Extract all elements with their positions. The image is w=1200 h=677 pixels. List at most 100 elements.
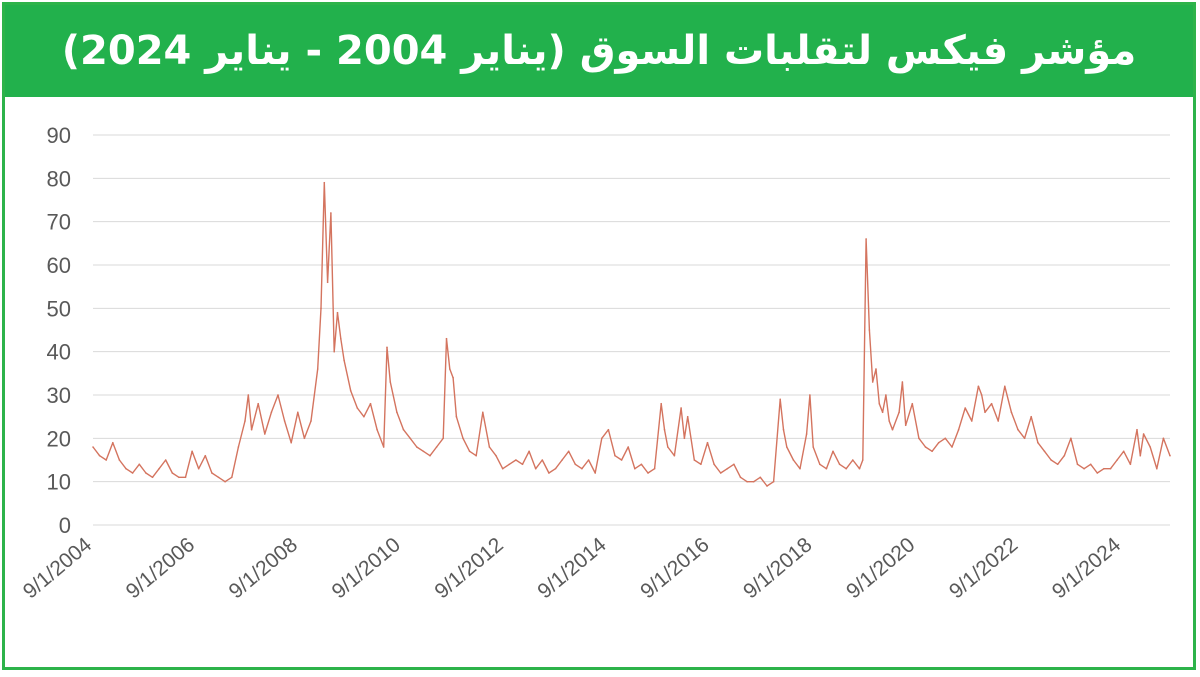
data-point	[898, 411, 900, 414]
data-point	[627, 446, 629, 448]
data-point	[944, 437, 947, 440]
data-point	[653, 467, 656, 470]
data-point	[977, 385, 980, 388]
y-tick-label: 60	[47, 253, 71, 278]
data-point	[482, 411, 484, 414]
data-point	[125, 467, 127, 470]
data-point	[488, 446, 491, 448]
data-point	[719, 472, 722, 474]
data-point	[231, 476, 233, 479]
data-point	[1139, 454, 1142, 457]
data-point	[904, 424, 907, 427]
data-point	[937, 441, 940, 444]
data-point	[1050, 459, 1052, 461]
x-tick-label: 9/1/2006	[122, 533, 199, 603]
data-point	[1162, 437, 1165, 440]
data-point	[310, 420, 312, 422]
data-point	[528, 450, 530, 453]
data-point	[554, 467, 557, 470]
x-tick-label: 9/1/2008	[225, 533, 302, 603]
data-point	[452, 376, 454, 379]
data-point	[878, 402, 881, 405]
data-point	[819, 463, 821, 466]
data-point	[217, 476, 220, 479]
data-point	[389, 381, 392, 383]
data-point	[184, 476, 187, 479]
data-point	[838, 463, 841, 466]
data-point	[548, 472, 550, 474]
data-point	[799, 467, 801, 470]
data-point	[1063, 454, 1066, 457]
x-tick-label: 9/1/2014	[533, 533, 611, 603]
data-point	[891, 428, 894, 431]
x-tick-label: 9/1/2022	[945, 533, 1022, 603]
data-point	[786, 446, 788, 448]
data-point	[1023, 437, 1026, 440]
data-point	[158, 467, 160, 470]
data-point	[832, 450, 834, 453]
data-point	[98, 454, 101, 457]
data-point	[449, 368, 451, 370]
data-point	[752, 480, 755, 483]
data-point	[713, 463, 715, 466]
data-point	[1122, 450, 1125, 453]
data-point	[508, 463, 511, 466]
data-point	[858, 467, 861, 470]
x-tick-label: 9/1/2010	[328, 533, 405, 603]
data-point	[686, 415, 689, 418]
data-point	[607, 428, 610, 431]
data-point	[343, 359, 345, 362]
data-point	[105, 459, 107, 461]
data-point	[1037, 441, 1039, 444]
data-point	[733, 463, 735, 466]
data-point	[726, 467, 729, 470]
data-point	[862, 459, 864, 461]
data-point	[901, 381, 904, 383]
data-point	[587, 459, 590, 461]
data-point	[1004, 385, 1006, 388]
data-point	[297, 411, 299, 414]
x-tick-label: 9/1/2024	[1048, 533, 1126, 603]
y-tick-label: 0	[59, 513, 71, 538]
data-point	[475, 454, 478, 457]
data-point	[1129, 463, 1132, 466]
data-point	[112, 441, 114, 444]
data-point	[416, 446, 418, 448]
data-point	[809, 394, 811, 396]
data-point	[237, 446, 240, 448]
data-point	[244, 420, 246, 422]
data-point	[957, 428, 960, 431]
data-point	[1010, 411, 1013, 414]
data-point	[118, 459, 121, 461]
data-point	[782, 428, 785, 431]
data-point	[1169, 454, 1171, 457]
data-point	[980, 394, 983, 396]
data-point	[1030, 415, 1032, 418]
y-tick-label: 70	[47, 210, 71, 235]
data-point	[647, 472, 649, 474]
data-point	[1043, 450, 1046, 453]
x-tick-label: 9/1/2012	[430, 533, 507, 603]
data-point	[1089, 463, 1092, 466]
data-point	[515, 459, 517, 461]
data-point	[340, 337, 342, 340]
data-point	[178, 476, 180, 479]
y-tick-label: 20	[47, 426, 71, 451]
x-tick-label: 9/1/2018	[739, 533, 816, 603]
y-tick-label: 80	[47, 166, 71, 191]
y-tick-label: 30	[47, 383, 71, 408]
data-point	[1136, 428, 1138, 431]
data-point	[683, 437, 686, 440]
data-point	[792, 459, 795, 461]
data-point	[138, 463, 141, 466]
data-point	[277, 394, 279, 396]
data-point	[779, 398, 781, 401]
data-point	[594, 472, 596, 474]
y-tick-label: 50	[47, 296, 71, 321]
data-point	[224, 480, 226, 483]
data-point	[759, 476, 762, 479]
data-point	[382, 446, 385, 448]
data-point	[247, 394, 250, 396]
data-point	[151, 476, 154, 479]
data-point	[964, 407, 966, 409]
